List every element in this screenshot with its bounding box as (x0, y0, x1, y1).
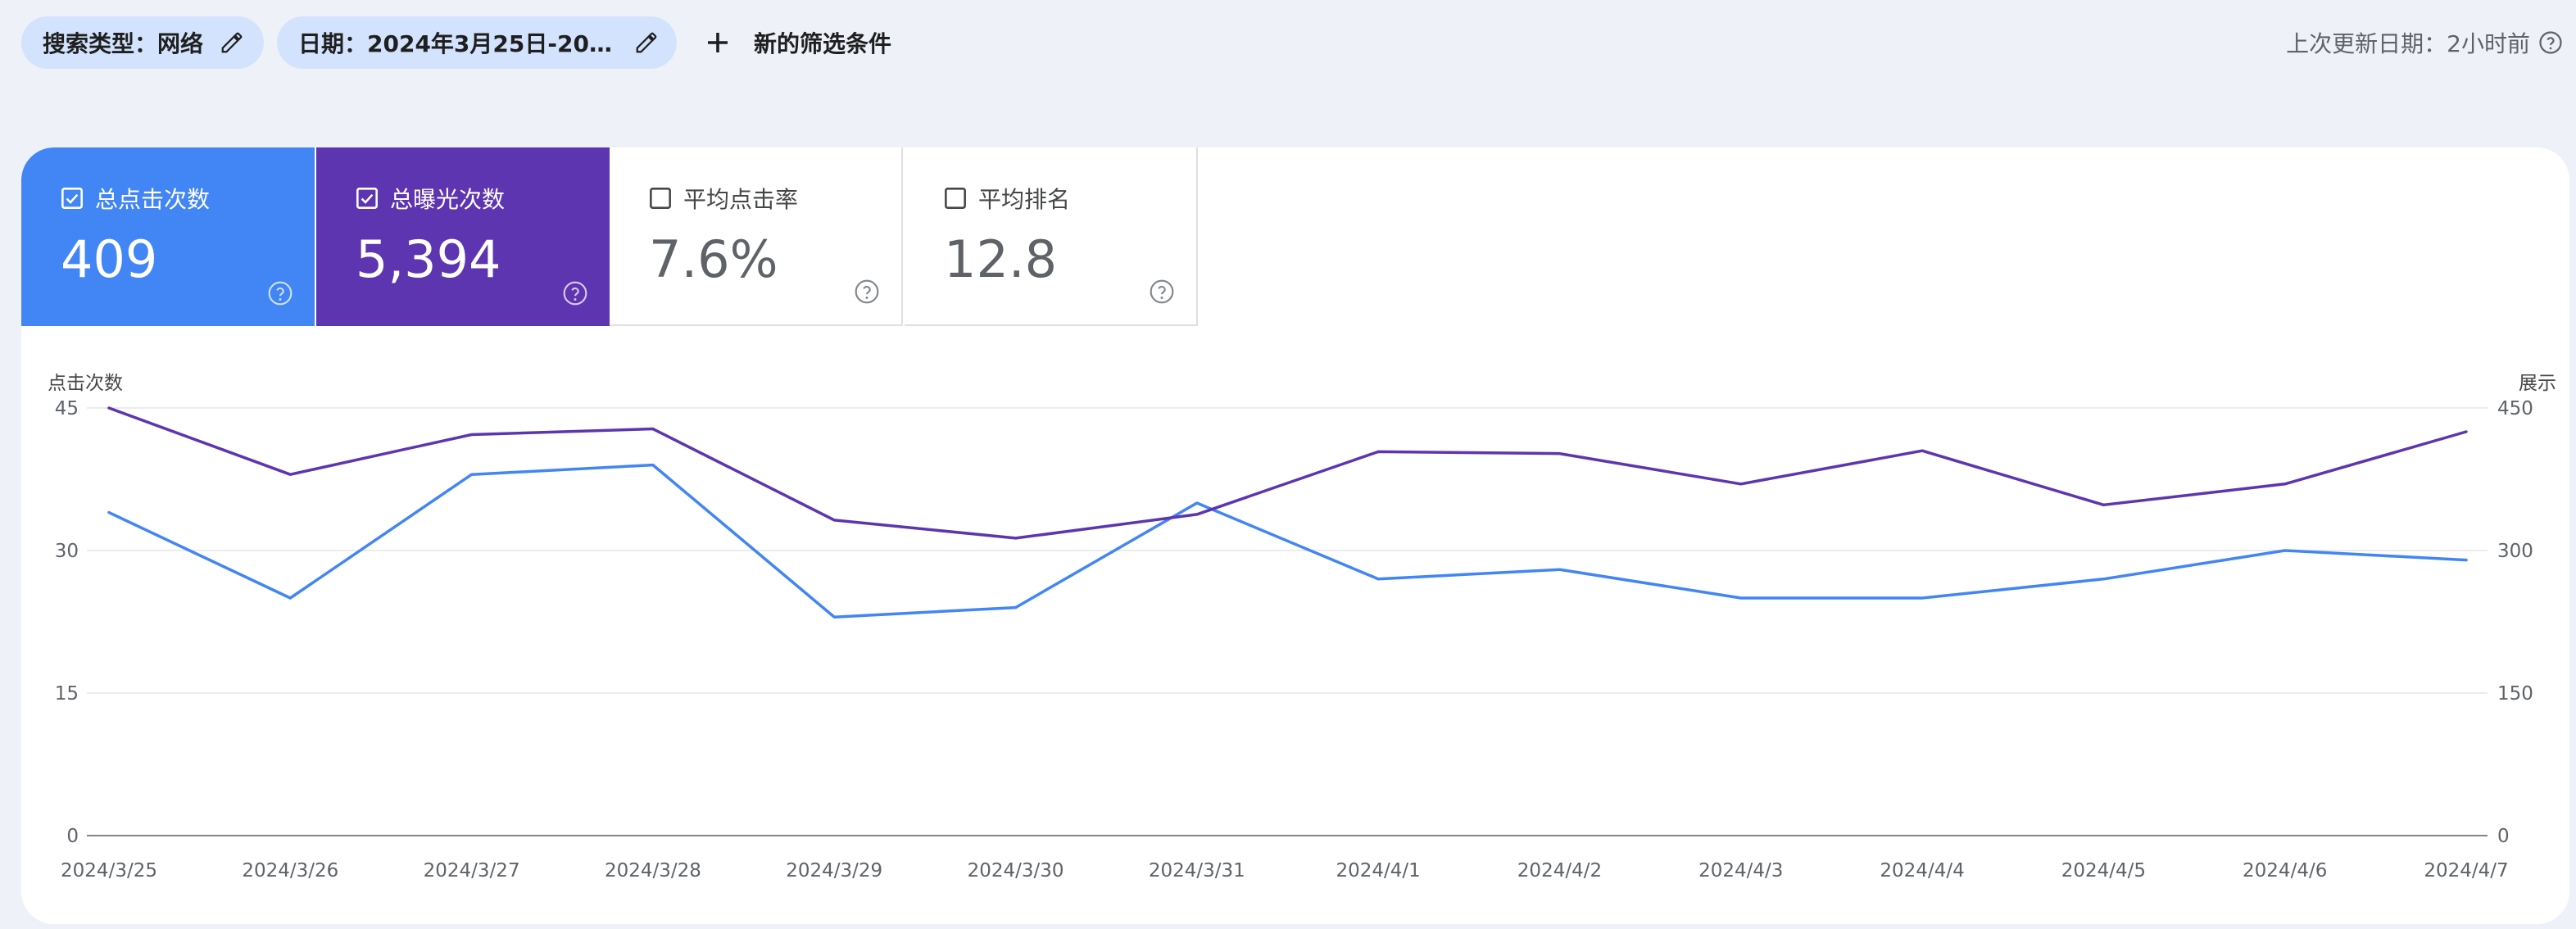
edit-pencil-icon[interactable] (634, 30, 659, 55)
y-left-tick-label: 45 (55, 398, 79, 419)
y-right-tick-label: 150 (2497, 683, 2533, 705)
x-tick-label: 2024/3/25 (61, 860, 157, 881)
metric-value: 12.8 (944, 229, 1058, 289)
y-left-tick-label: 0 (66, 826, 79, 847)
edit-pencil-icon[interactable] (220, 30, 244, 55)
y-left-tick-label: 30 (55, 541, 79, 562)
metric-value: 409 (61, 229, 158, 289)
x-tick-label: 2024/4/2 (1517, 860, 1602, 881)
metric-average-ctr[interactable]: 平均点击率 7.6% (610, 147, 903, 326)
metric-label: 总曝光次数 (390, 186, 506, 213)
x-tick-label: 2024/3/30 (968, 860, 1064, 881)
x-tick-label: 2024/4/4 (1880, 860, 1964, 881)
x-tick-label: 2024/4/6 (2243, 860, 2327, 881)
metric-value: 7.6% (649, 229, 778, 289)
help-icon[interactable] (854, 279, 880, 305)
x-tick-label: 2024/3/29 (786, 860, 882, 881)
checkbox-checked-icon[interactable] (61, 187, 84, 210)
x-tick-label: 2024/4/7 (2424, 860, 2508, 881)
help-icon[interactable] (562, 280, 588, 306)
checkbox-unchecked-icon[interactable] (944, 187, 967, 210)
search-type-filter-chip[interactable]: 搜索类型：网络 (21, 16, 264, 69)
last-updated-text: 上次更新日期：2小时前 (2286, 30, 2530, 57)
y-left-tick-label: 15 (55, 683, 79, 705)
series-line-impressions[interactable] (107, 406, 2468, 540)
y-right-tick-label: 0 (2497, 826, 2510, 847)
y-axis-right-title: 展示 (2519, 373, 2556, 394)
help-icon[interactable] (1149, 279, 1175, 305)
last-updated: 上次更新日期：2小时前 (2286, 16, 2563, 69)
y-right-tick-label: 450 (2497, 398, 2533, 419)
x-tick-label: 2024/3/28 (605, 860, 701, 881)
metric-label: 平均点击率 (683, 186, 799, 213)
add-filter-button[interactable]: 新的筛选条件 (703, 16, 891, 69)
metric-average-position[interactable]: 平均排名 12.8 (905, 147, 1198, 326)
x-tick-label: 2024/4/5 (2061, 860, 2146, 881)
help-icon[interactable] (267, 280, 293, 306)
metric-total-clicks[interactable]: 总点击次数 409 (21, 147, 315, 326)
performance-card: 总点击次数 409 总曝光次数 5,394 平均点击率 (21, 147, 2569, 924)
y-axis-left-title: 点击次数 (48, 373, 123, 394)
x-tick-label: 2024/3/27 (424, 860, 520, 881)
y-right-tick-label: 300 (2497, 541, 2533, 562)
add-filter-label: 新的筛选条件 (754, 30, 892, 57)
plus-icon (708, 33, 728, 52)
metric-label: 总点击次数 (95, 186, 211, 213)
metric-total-impressions[interactable]: 总曝光次数 5,394 (316, 147, 610, 326)
x-tick-label: 2024/3/26 (242, 860, 338, 881)
checkbox-checked-icon[interactable] (356, 187, 379, 210)
date-filter-label: 日期：2024年3月25日-2024年4月7日 (298, 30, 618, 57)
search-type-filter-label: 搜索类型：网络 (43, 30, 204, 57)
help-icon[interactable] (2538, 30, 2563, 55)
x-tick-label: 2024/4/1 (1336, 860, 1420, 881)
x-tick-label: 2024/4/3 (1698, 860, 1783, 881)
series-line-clicks[interactable] (107, 463, 2468, 619)
checkbox-unchecked-icon[interactable] (649, 187, 672, 210)
x-tick-label: 2024/3/31 (1149, 860, 1245, 881)
metric-label: 平均排名 (978, 186, 1071, 213)
metric-value: 5,394 (356, 229, 501, 289)
date-filter-chip[interactable]: 日期：2024年3月25日-2024年4月7日 (277, 16, 677, 69)
